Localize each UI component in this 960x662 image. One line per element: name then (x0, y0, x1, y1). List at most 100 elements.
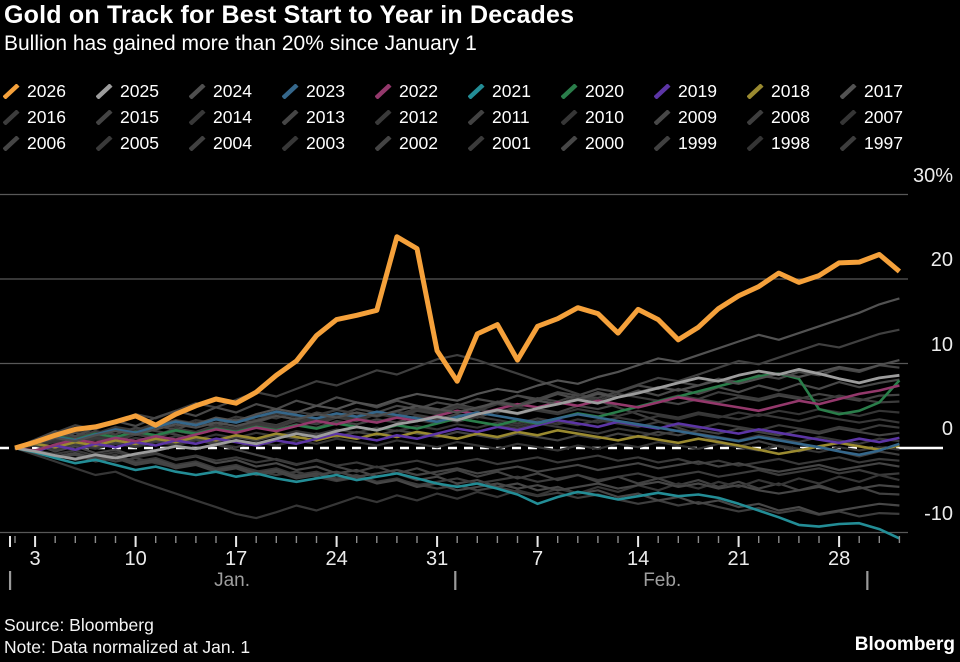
legend-year-label: 2014 (213, 106, 252, 127)
x-tick-label-21: 21 (727, 548, 750, 570)
legend-year-label: 2019 (678, 80, 717, 101)
legend-year-label: 2007 (864, 106, 903, 127)
legend-swatch-icon (189, 109, 206, 125)
series-line-2021 (14, 446, 900, 540)
legend-year-label: 1997 (864, 132, 903, 153)
legend-item-2002: 2002 (375, 130, 468, 156)
legend-swatch-icon (840, 135, 857, 151)
legend: 2026 2025 2024 2023 2022 2021 2020 2019 2018 2017… (3, 78, 953, 156)
legend-year-label: 2000 (585, 132, 624, 153)
legend-year-label: 2003 (306, 132, 345, 153)
chart-subtitle: Bullion has gained more than 20% since J… (4, 32, 477, 55)
legend-swatch-icon (840, 83, 857, 99)
legend-item-2014: 2014 (189, 104, 282, 130)
legend-swatch-icon (468, 135, 485, 151)
series-line-2023 (14, 410, 900, 457)
legend-item-2008: 2008 (747, 104, 840, 130)
legend-swatch-icon (561, 135, 578, 151)
series-line-2019 (14, 418, 900, 453)
legend-swatch-icon (189, 83, 206, 99)
legend-year-label: 1999 (678, 132, 717, 153)
y-axis-label-10: 10 (930, 333, 953, 356)
legend-swatch-icon (282, 109, 299, 125)
legend-year-label: 2021 (492, 80, 531, 101)
legend-swatch-icon (96, 109, 113, 125)
legend-swatch-icon (375, 109, 392, 125)
series-line-2025 (14, 367, 900, 461)
legend-item-2020: 2020 (561, 78, 654, 104)
y-axis-label-30%: 30% (912, 164, 953, 187)
legend-item-2000: 2000 (561, 130, 654, 156)
legend-item-2011: 2011 (468, 104, 561, 130)
legend-year-label: 2012 (399, 106, 438, 127)
legend-item-2013: 2013 (282, 104, 375, 130)
legend-swatch-icon (747, 109, 764, 125)
legend-year-label: 2020 (585, 80, 624, 101)
legend-year-label: 2002 (399, 132, 438, 153)
legend-year-label: 1998 (771, 132, 810, 153)
series-line-2024 (14, 359, 900, 450)
legend-item-2006: 2006 (3, 130, 96, 156)
legend-item-2021: 2021 (468, 78, 561, 104)
legend-year-label: 2015 (120, 106, 159, 127)
x-tick-label-28: 28 (827, 548, 851, 570)
month-separator (8, 571, 12, 590)
legend-item-2018: 2018 (747, 78, 840, 104)
x-tick-label-31: 31 (425, 548, 449, 570)
legend-year-label: 2001 (492, 132, 531, 153)
legend-swatch-icon (747, 135, 764, 151)
legend-item-2009: 2009 (654, 104, 747, 130)
legend-swatch-icon (747, 83, 764, 99)
legend-swatch-icon (654, 135, 671, 151)
legend-swatch-icon (96, 135, 113, 151)
legend-year-label: 2006 (27, 132, 66, 153)
legend-item-2005: 2005 (96, 130, 189, 156)
legend-item-2012: 2012 (375, 104, 468, 130)
legend-swatch-icon (3, 83, 20, 99)
legend-swatch-icon (282, 135, 299, 151)
legend-item-2004: 2004 (189, 130, 282, 156)
legend-item-2024: 2024 (189, 78, 282, 104)
legend-item-2016: 2016 (3, 104, 96, 130)
legend-year-label: 2026 (27, 80, 66, 101)
legend-item-1998: 1998 (747, 130, 840, 156)
legend-swatch-icon (189, 135, 206, 151)
month-label-jan: Jan. (214, 570, 251, 591)
x-tick-label-24: 24 (325, 548, 348, 570)
legend-item-2023: 2023 (282, 78, 375, 104)
legend-item-2001: 2001 (468, 130, 561, 156)
legend-item-2022: 2022 (375, 78, 468, 104)
y-axis-label-0: 0 (941, 418, 953, 440)
legend-year-label: 2009 (678, 106, 717, 127)
legend-swatch-icon (375, 83, 392, 99)
chart-title: Gold on Track for Best Start to Year in … (4, 1, 575, 29)
series-line-2020 (14, 372, 901, 450)
legend-year-label: 2011 (492, 106, 530, 127)
series-line-2018 (14, 428, 900, 456)
series-line-2009 (14, 378, 900, 450)
series-line-2013 (14, 446, 900, 495)
series-line-2010 (14, 446, 900, 520)
note-text: Note: Data normalized at Jan. 1 (4, 637, 251, 657)
series-line-2026 (14, 234, 902, 451)
series-line-2005 (14, 446, 900, 469)
legend-item-2019: 2019 (654, 78, 747, 104)
legend-item-2026: 2026 (3, 78, 96, 104)
legend-year-label: 2022 (399, 80, 438, 101)
legend-year-label: 2008 (771, 106, 810, 127)
legend-item-2003: 2003 (282, 130, 375, 156)
legend-item-2015: 2015 (96, 104, 189, 130)
legend-item-1997: 1997 (840, 130, 933, 156)
series-line-2004 (14, 426, 900, 496)
legend-year-label: 2013 (306, 106, 345, 127)
series-line-2015 (14, 446, 900, 480)
x-tick-label-7: 7 (532, 548, 544, 570)
legend-year-label: 2010 (585, 106, 624, 127)
legend-year-label: 2025 (120, 80, 159, 101)
legend-swatch-icon (375, 135, 392, 151)
series-line-2016 (14, 391, 900, 451)
legend-year-label: 2017 (864, 80, 903, 101)
legend-year-label: 2004 (213, 132, 252, 153)
